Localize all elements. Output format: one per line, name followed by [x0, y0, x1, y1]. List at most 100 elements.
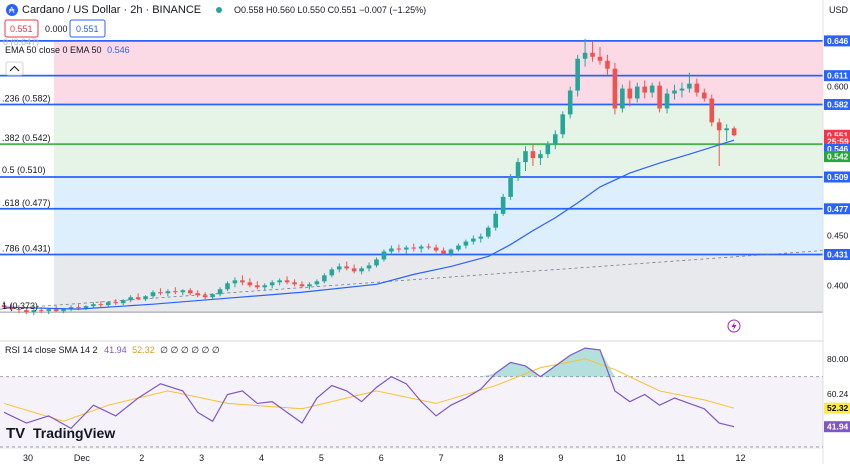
candle-body: [374, 259, 379, 266]
spread-value: 0.000: [45, 24, 68, 34]
candle-body: [143, 296, 148, 300]
candle-body: [478, 236, 484, 239]
rsi-tag-label: 52.32: [827, 403, 849, 413]
candle-body: [314, 281, 320, 285]
price-tag: [824, 98, 850, 110]
candle-body: [68, 307, 74, 310]
candle-body: [433, 247, 439, 251]
candle-body: [344, 266, 349, 269]
candle-body: [657, 85, 662, 109]
candle-body: [627, 88, 633, 99]
fib-level-labels: .236 (0.582) .382 (0.542) 0.5 (0.510) .618 …: [2, 93, 51, 311]
sell-price: 0.551: [10, 24, 33, 34]
price-tag: [824, 151, 850, 163]
fib-level-label: 1 (0.373): [2, 301, 38, 311]
time-tick-label: 5: [319, 453, 324, 463]
candle-body: [597, 56, 603, 61]
price-tag: [824, 171, 850, 183]
time-tick-label: 11: [676, 453, 685, 463]
candle-body: [463, 241, 469, 246]
price-tag: [824, 143, 850, 155]
fib-band: [54, 208, 823, 255]
candle-body: [605, 60, 610, 69]
fib-level-label: .618 (0.477): [2, 198, 51, 208]
rsi-legend: RSI 14 close SMA 14 2 41.94 52.32 ∅ ∅ ∅ …: [5, 345, 220, 355]
candle-body: [135, 297, 141, 300]
candle-body: [262, 285, 268, 288]
candle-body: [366, 265, 372, 269]
symbol-logo-glyph: ₳: [9, 6, 15, 15]
candle-body: [336, 266, 342, 270]
price-tag: [824, 203, 850, 215]
candle-body: [731, 128, 737, 136]
candle-body: [53, 309, 59, 312]
candle-body: [396, 248, 402, 250]
fib-band: [54, 40, 823, 105]
candle-body: [709, 98, 715, 123]
fib-level-label: 0.5 (0.510): [2, 165, 46, 175]
sell-button[interactable]: [4, 19, 39, 38]
candle-body: [31, 310, 37, 313]
time-tick-label: 7: [439, 453, 444, 463]
candle-body: [217, 289, 223, 295]
candle-body: [106, 302, 111, 306]
ema-legend[interactable]: EMA 50 close 0 EMA 50 0.546: [5, 45, 130, 55]
price-tag-label: 0.431: [827, 249, 849, 259]
ema-legend-value: 0.546: [107, 45, 130, 55]
candle-body: [485, 227, 491, 237]
candle-body: [46, 309, 51, 312]
price-tag: [824, 70, 850, 82]
symbol-logo-icon[interactable]: [6, 4, 18, 16]
faded-fib-label: 0 (0.647): [3, 37, 39, 47]
candle-body: [329, 269, 335, 276]
fib-band: [54, 104, 823, 145]
candle-body: [649, 85, 655, 93]
price-axis-ticks: 0.600 0.450 0.400: [827, 82, 849, 291]
candle-body: [76, 307, 81, 309]
tradingview-brand: TradingView: [33, 425, 115, 441]
rsi-legend-extra: ∅ ∅ ∅ ∅ ∅ ∅: [160, 345, 220, 355]
candle-body: [642, 86, 647, 93]
price-tag-label: 0.582: [827, 99, 849, 109]
candle-body: [702, 92, 707, 99]
candle-body: [664, 93, 670, 109]
candle-body: [404, 247, 409, 250]
time-tick-label: 12: [736, 453, 746, 463]
candle-body: [351, 268, 357, 272]
price-tag-label: 0.551: [827, 130, 849, 140]
time-tick-label: Dec: [74, 453, 91, 463]
candle-body: [240, 280, 245, 283]
candle-body: [560, 114, 566, 135]
candle-body: [299, 284, 305, 287]
time-tick-label: 2: [139, 453, 144, 463]
time-tick-label: 30: [23, 453, 33, 463]
candle-body: [515, 162, 521, 177]
candle-body: [545, 144, 551, 155]
candle-body: [426, 246, 431, 248]
candle-body: [120, 300, 126, 304]
candle-body: [277, 280, 282, 283]
price-tag-label: 0.646: [827, 36, 849, 46]
price-tag: [824, 35, 850, 47]
ema-legend-label: EMA 50 close 0 EMA 50: [5, 45, 102, 55]
rsi-line: [3, 347, 735, 430]
fib-band: [54, 176, 823, 209]
candle-body: [255, 285, 260, 288]
candle-body: [128, 297, 133, 301]
candle-body: [158, 292, 163, 294]
candle-body: [232, 280, 238, 284]
candle-body: [38, 310, 44, 312]
symbol-title[interactable]: Cardano / US Dollar · 2h · BINANCE: [22, 4, 201, 16]
buy-button[interactable]: [69, 19, 106, 38]
fib-level-label: .382 (0.542): [2, 133, 51, 143]
price-tag-label: 0.611: [827, 71, 848, 81]
rsi-overbought-fill: [480, 348, 615, 377]
time-tick-label: 10: [616, 453, 626, 463]
candle-body: [195, 293, 200, 296]
candle-body: [456, 245, 461, 250]
fib-band: [54, 254, 823, 313]
collapse-legend-button[interactable]: [5, 61, 24, 76]
fib-retracement-lines: [0, 39, 823, 313]
candle-body: [307, 284, 312, 287]
